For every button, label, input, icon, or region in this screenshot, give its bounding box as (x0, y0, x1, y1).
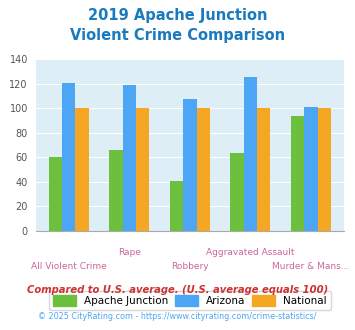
Bar (109, 150, 123, 231)
Bar (244, 77, 257, 231)
Text: Violent Crime Comparison: Violent Crime Comparison (70, 28, 285, 43)
Bar (257, 109, 271, 231)
Text: All Violent Crime: All Violent Crime (31, 262, 107, 271)
Bar (136, 109, 149, 231)
Text: Murder & Mans...: Murder & Mans... (272, 262, 350, 271)
Bar (183, 99, 197, 231)
Text: Robbery: Robbery (171, 262, 209, 271)
Bar (62, 83, 76, 231)
Bar (170, 181, 183, 231)
Bar (123, 85, 136, 231)
Legend: Apache Junction, Arizona, National: Apache Junction, Arizona, National (49, 291, 331, 310)
Text: 2019 Apache Junction: 2019 Apache Junction (88, 8, 267, 23)
Bar (318, 109, 331, 231)
Text: Compared to U.S. average. (U.S. average equals 100): Compared to U.S. average. (U.S. average … (27, 285, 328, 295)
Text: Rape: Rape (118, 248, 141, 257)
Text: © 2025 CityRating.com - https://www.cityrating.com/crime-statistics/: © 2025 CityRating.com - https://www.city… (38, 312, 317, 321)
Bar (49, 157, 62, 231)
Text: Aggravated Assault: Aggravated Assault (206, 248, 295, 257)
Bar (76, 109, 89, 231)
Bar (291, 116, 304, 231)
Bar (197, 109, 210, 231)
Bar (304, 107, 318, 231)
Bar (230, 152, 244, 231)
